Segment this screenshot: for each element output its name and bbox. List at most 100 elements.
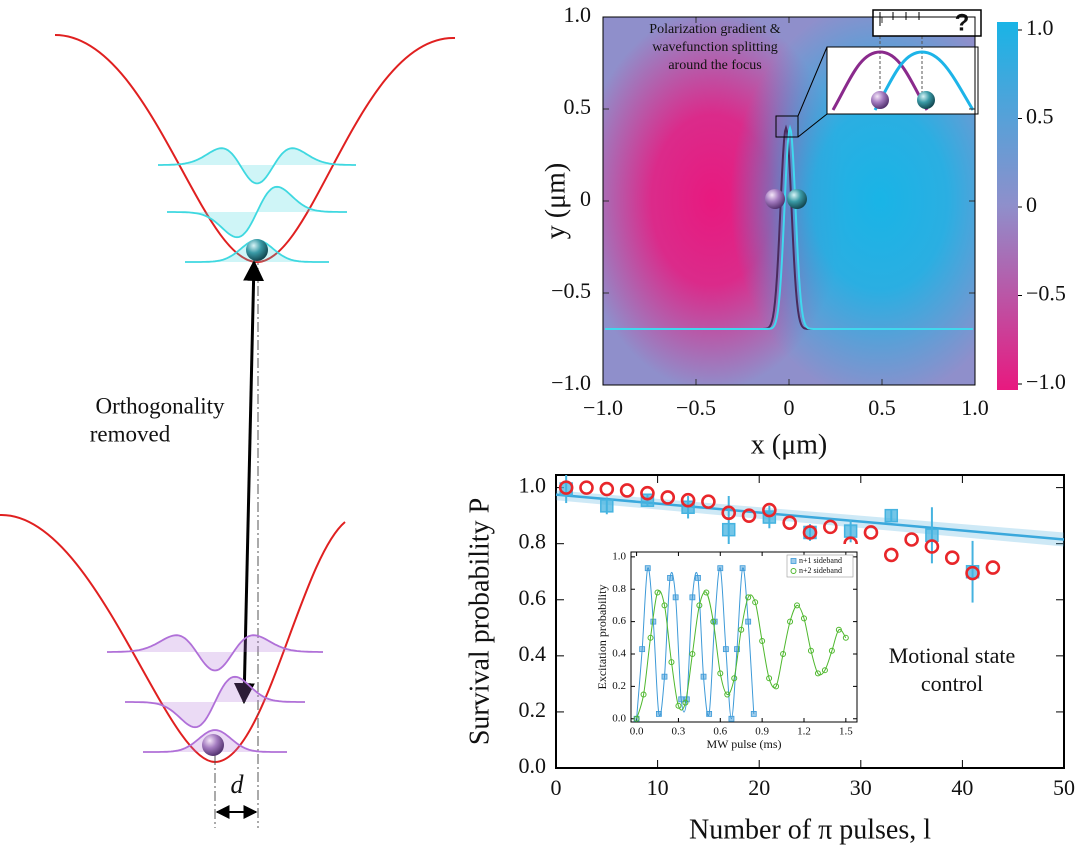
atom xyxy=(765,189,785,209)
lower-potential xyxy=(0,513,346,764)
circle-marker xyxy=(703,589,710,596)
circle-marker xyxy=(724,691,731,698)
fit-line xyxy=(555,493,1065,541)
circle-marker xyxy=(842,634,849,641)
split-packet xyxy=(873,50,975,111)
y-tick-label: 0.2 xyxy=(612,680,626,692)
square-marker xyxy=(745,618,752,625)
circle-marker xyxy=(741,508,757,523)
zoom-line xyxy=(797,46,828,117)
circle-marker xyxy=(766,675,773,682)
y-tick-label: 0 xyxy=(580,186,591,211)
x-tick-label: 0.3 xyxy=(672,726,686,738)
annotation: control xyxy=(921,671,983,696)
ruler-box xyxy=(872,9,982,37)
y-tick-label: −0.5 xyxy=(551,278,591,303)
circle-marker xyxy=(710,618,717,625)
circle-marker xyxy=(944,550,960,566)
circle-marker xyxy=(802,525,818,540)
fit-curve xyxy=(636,567,755,720)
y-tick-label: 0.0 xyxy=(612,712,626,724)
y-tick-label: 0.5 xyxy=(564,94,592,119)
legend-box xyxy=(786,554,854,578)
circle-marker xyxy=(579,480,594,495)
label: Orthogonality xyxy=(95,393,225,418)
wavefunction xyxy=(158,147,356,185)
colorbar-tick-label: −0.5 xyxy=(1026,281,1066,306)
circle-marker xyxy=(807,647,814,654)
square-marker xyxy=(656,711,662,717)
atom xyxy=(202,734,224,756)
wavefunction-fill xyxy=(107,635,323,671)
x-tick-label: 50 xyxy=(1053,775,1075,800)
circle-marker xyxy=(800,615,807,622)
fit-curve xyxy=(636,590,847,719)
square-marker xyxy=(639,646,646,653)
y-tick-label: 1.0 xyxy=(612,550,626,562)
circle-marker xyxy=(558,480,574,495)
square-marker xyxy=(661,673,668,680)
circle-marker xyxy=(835,626,842,633)
circle-marker xyxy=(721,505,737,521)
zoom-inset xyxy=(826,46,979,115)
split-packet xyxy=(831,50,929,111)
potential-diagram: Orthogonality removed d xyxy=(0,34,456,828)
circle-marker xyxy=(599,481,615,497)
x-tick-label: 0.9 xyxy=(755,726,769,738)
circle-marker xyxy=(828,647,835,654)
plot-frame xyxy=(602,16,976,386)
y-tick-label: 1.0 xyxy=(519,473,547,498)
annotation: around the focus xyxy=(668,58,761,73)
circle-marker xyxy=(633,715,640,722)
atom xyxy=(787,189,807,209)
wavefunction xyxy=(167,185,347,239)
atom xyxy=(246,239,268,261)
y-axis-label: y (μm) xyxy=(540,163,571,239)
square-marker xyxy=(884,508,899,523)
circle-marker xyxy=(640,691,647,698)
y-tick-label: 0.4 xyxy=(612,648,626,660)
circle-marker xyxy=(863,525,879,540)
circle-marker xyxy=(780,651,787,657)
y-tick-label: 0.0 xyxy=(519,753,547,778)
wavefunction-fill xyxy=(158,148,356,184)
x-tick-label: 0 xyxy=(784,395,795,420)
x-tick-label: 0 xyxy=(551,775,562,800)
circle-marker xyxy=(654,589,661,596)
square-marker xyxy=(678,696,685,703)
x-tick-label: 1.5 xyxy=(839,726,853,738)
circle-marker xyxy=(759,638,766,645)
colorbar-tick-label: −1.0 xyxy=(1026,369,1066,394)
circle-marker xyxy=(782,515,797,530)
x-tick-label: −1.0 xyxy=(583,395,623,420)
square-marker xyxy=(717,565,724,572)
square-marker xyxy=(739,565,746,572)
distance-label: d xyxy=(231,770,245,799)
legend-marker xyxy=(790,558,797,564)
label: removed xyxy=(90,421,171,446)
y-tick-label: 0.6 xyxy=(519,585,547,610)
y-tick-label: 0.2 xyxy=(519,697,547,722)
wavefunction xyxy=(107,634,323,672)
inset-label: ? xyxy=(955,9,970,36)
y-tick-label: 0.8 xyxy=(612,583,626,595)
x-tick-label: 0.6 xyxy=(713,726,727,738)
circle-marker xyxy=(660,490,676,505)
x-tick-label: 20 xyxy=(748,775,770,800)
x-axis-label: x (μm) xyxy=(751,429,827,460)
atom xyxy=(917,91,935,109)
square-marker xyxy=(728,715,735,722)
wavepacket xyxy=(605,124,973,330)
square-marker xyxy=(843,524,858,538)
y-tick-label: 0.8 xyxy=(519,529,547,554)
circle-marker xyxy=(680,492,696,508)
circle-marker xyxy=(794,602,801,609)
colorbar xyxy=(997,22,1018,390)
x-tick-label: 10 xyxy=(647,775,669,800)
colorbar-tick-label: 0 xyxy=(1026,192,1037,217)
arrow xyxy=(233,259,265,705)
circle-marker xyxy=(619,483,635,498)
inset-background xyxy=(571,544,867,759)
